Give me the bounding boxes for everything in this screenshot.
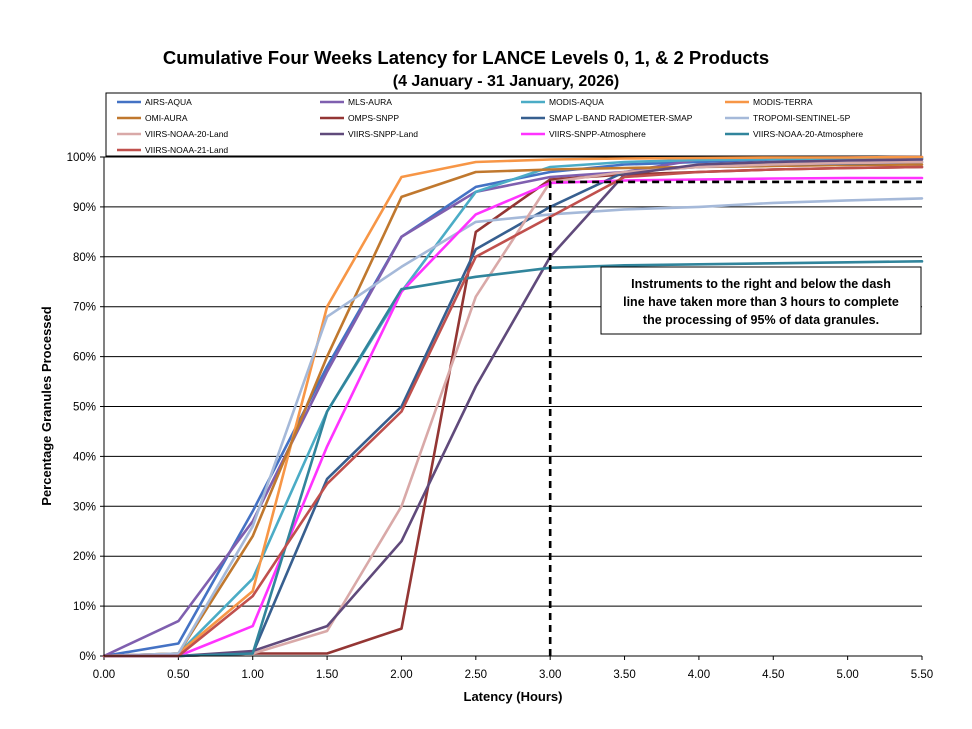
x-tick-label: 1.00 [242,669,264,681]
series-line-viirs-noaa-21-land [102,165,924,658]
x-tick-label: 4.00 [688,669,710,681]
x-axis-title: Latency (Hours) [464,689,563,704]
x-tick-label: 3.50 [613,669,635,681]
legend: AIRS-AQUA MLS-AURA MODIS-AQUA MODIS-TERRA OM… [117,97,863,155]
legend-label-tropomi-sentinel-5p: TROPOMI-SENTINEL-5P [753,113,851,123]
x-axis-ticks: 0.00 0.50 1.00 1.50 2.00 2.50 3.00 3.50 4.00 4.50… [93,656,933,681]
threshold-dash-line [548,180,922,656]
y-tick-label: 30% [73,501,96,513]
y-tick-label: 100% [67,152,96,164]
legend-label-viirs-noaa-20-atmosphere: VIIRS-NOAA-20-Atmosphere [753,129,863,139]
legend-label-mls-aura: MLS-AURA [348,97,392,107]
y-axis-ticks: 0% 10% 20% 30% 40% 50% 60% 70% 80% 90% 100% [67,152,104,663]
series-line-modis-terra [102,155,924,658]
legend-label-viirs-noaa-20-land: VIIRS-NOAA-20-Land [145,129,228,139]
y-tick-label: 80% [73,252,96,264]
annotation-line-1: Instruments to the right and below the d… [631,277,891,291]
threshold-dashed-line [548,180,922,656]
legend-label-omi-aura: OMI-AURA [145,113,188,123]
legend-label-viirs-noaa-21-land: VIIRS-NOAA-21-Land [145,145,228,155]
y-axis-title: Percentage Granules Processed [39,306,54,505]
series-line-modis-aqua [102,156,924,658]
gridlines [104,156,922,607]
series-lines [102,155,924,658]
annotation-line-2: line have taken more than 3 hours to com… [623,295,899,309]
y-tick-label: 10% [73,601,96,613]
y-tick-label: 20% [73,551,96,563]
series-line-tropomi-sentinel-5p [102,197,924,658]
x-tick-label: 2.50 [465,669,487,681]
legend-label-omps-snpp: OMPS-SNPP [348,113,399,123]
x-tick-label: 5.50 [911,669,933,681]
series-line-airs-aqua [102,157,924,658]
y-tick-label: 0% [79,651,96,663]
series-line-viirs-noaa-20-atmosphere [102,259,924,658]
legend-label-viirs-snpp-atmosphere: VIIRS-SNPP-Atmosphere [549,129,646,139]
legend-label-airs-aqua: AIRS-AQUA [145,97,192,107]
x-tick-label: 0.50 [167,669,189,681]
legend-label-modis-terra: MODIS-TERRA [753,97,813,107]
legend-label-modis-aqua: MODIS-AQUA [549,97,604,107]
y-tick-label: 60% [73,352,96,364]
x-tick-label: 4.50 [762,669,784,681]
y-tick-label: 70% [73,302,96,314]
y-tick-label: 50% [73,402,96,414]
legend-label-viirs-snpp-land: VIIRS-SNPP-Land [348,129,418,139]
chart-subtitle: (4 January - 31 January, 2026) [393,73,620,90]
series-line-viirs-snpp-land [102,158,924,658]
annotation-line-3: the processing of 95% of data granules. [643,313,879,327]
legend-label-smap-l-band-radiometer-smap: SMAP L-BAND RADIOMETER-SMAP [549,113,693,123]
legend-box [105,92,922,157]
x-tick-label: 1.50 [316,669,338,681]
x-tick-label: 5.00 [836,669,858,681]
y-tick-label: 90% [73,202,96,214]
chart-title: Cumulative Four Weeks Latency for LANCE … [163,47,769,68]
x-tick-label: 3.00 [539,669,561,681]
series-line-omi-aura [102,163,924,658]
annotation-box [600,266,922,335]
x-tick-label: 2.00 [390,669,412,681]
x-tick-label: 0.00 [93,669,115,681]
y-tick-label: 40% [73,451,96,463]
series-line-viirs-snpp-atmosphere [102,176,924,658]
